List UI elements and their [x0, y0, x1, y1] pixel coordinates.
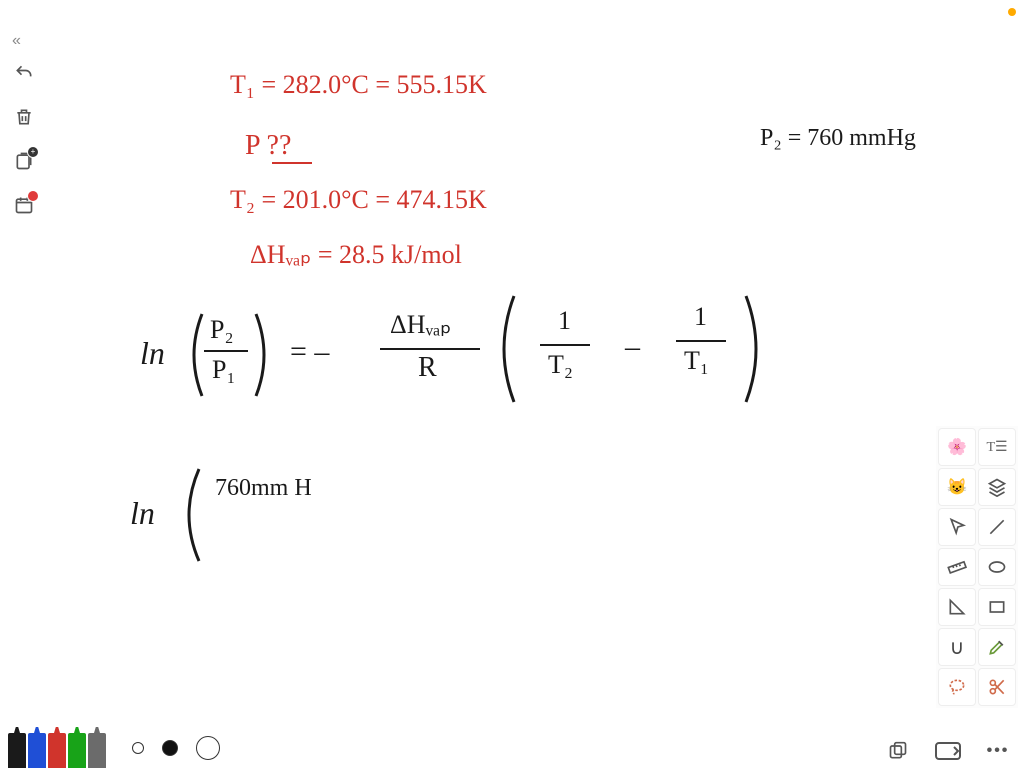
union-icon[interactable]: ∪ [938, 628, 976, 666]
stroke-size-picker [132, 736, 220, 760]
ellipse-icon[interactable] [978, 548, 1016, 586]
text-tool-icon[interactable]: T☰ [978, 428, 1016, 466]
text-t2: T₂ = 201.0°C = 474.15K [230, 185, 487, 215]
new-page-icon[interactable]: + [11, 148, 37, 174]
trash-icon[interactable] [11, 104, 37, 130]
marker-red[interactable] [48, 733, 66, 768]
right-tool-palette: 🌸 T☰ 😺 ∪ [936, 426, 1018, 708]
eq1-p2: P₂ [210, 315, 234, 345]
eq2-inside: 760mm H [215, 475, 312, 502]
bottom-right-controls: ••• [884, 740, 1012, 762]
stroke-small[interactable] [132, 742, 144, 754]
triangle-icon[interactable] [938, 588, 976, 626]
eq1-1b: 1 [694, 302, 707, 332]
eq1-lparen [182, 310, 208, 400]
marker-blue[interactable] [28, 733, 46, 768]
recording-indicator [1008, 8, 1016, 16]
undo-icon[interactable] [11, 60, 37, 86]
whiteboard-canvas: T₁ = 282.0°C = 555.15K P₂ = 760 mmHg P ?… [0, 0, 1024, 768]
eq1-ln: ln [140, 335, 165, 372]
left-toolbar: + [8, 60, 40, 218]
ruler-icon[interactable] [938, 548, 976, 586]
eq1-frac-bar4 [676, 340, 726, 342]
eq1-t2: T₂ [548, 350, 573, 380]
underline-p [272, 162, 312, 164]
cat-sticker[interactable]: 😺 [938, 468, 976, 506]
marker-green[interactable] [68, 733, 86, 768]
eq1-lparen2 [490, 292, 520, 406]
eq1-rparen [250, 310, 276, 400]
calendar-icon[interactable] [11, 192, 37, 218]
eq1-minus: – [625, 330, 640, 364]
presentation-icon[interactable] [934, 740, 962, 762]
line-icon[interactable] [978, 508, 1016, 546]
eq1-equals: = – [290, 335, 329, 369]
marker-grey[interactable] [88, 733, 106, 768]
stroke-large[interactable] [196, 736, 220, 760]
add-badge: + [27, 146, 39, 158]
rect-icon[interactable] [978, 588, 1016, 626]
eq1-1a: 1 [558, 306, 571, 336]
eq2-ln: ln [130, 495, 155, 532]
marker-black[interactable] [8, 733, 26, 768]
photos-icon[interactable]: 🌸 [938, 428, 976, 466]
bottom-toolbar [0, 728, 1024, 768]
copy-pages-icon[interactable] [884, 740, 912, 762]
eq1-r: R [418, 352, 437, 384]
layers-icon[interactable] [978, 468, 1016, 506]
scissors-icon[interactable] [978, 668, 1016, 706]
highlighter-icon[interactable] [978, 628, 1016, 666]
pointer-icon[interactable] [938, 508, 976, 546]
text-dh: ΔHᵥₐₚ = 28.5 kJ/mol [250, 240, 462, 270]
text-t1: T₁ = 282.0°C = 555.15K [230, 70, 487, 100]
stroke-medium[interactable] [162, 740, 178, 756]
eq1-frac-bar3 [540, 344, 590, 346]
eq1-rparen2 [740, 292, 770, 406]
eq1-t1: T₁ [684, 346, 709, 376]
eq1-frac-bar2 [380, 348, 480, 350]
eq1-frac-bar [204, 350, 248, 352]
collapse-handle[interactable]: « [12, 32, 21, 50]
lasso-icon[interactable] [938, 668, 976, 706]
text-p-unknown: P ?? [245, 130, 291, 162]
eq2-lparen [175, 465, 205, 565]
more-icon[interactable]: ••• [984, 740, 1012, 762]
text-p2: P₂ = 760 mmHg [760, 125, 916, 152]
eq1-p1: P₁ [212, 355, 236, 385]
notification-badge [27, 190, 39, 202]
eq1-dh: ΔHᵥₐₚ [390, 310, 451, 340]
